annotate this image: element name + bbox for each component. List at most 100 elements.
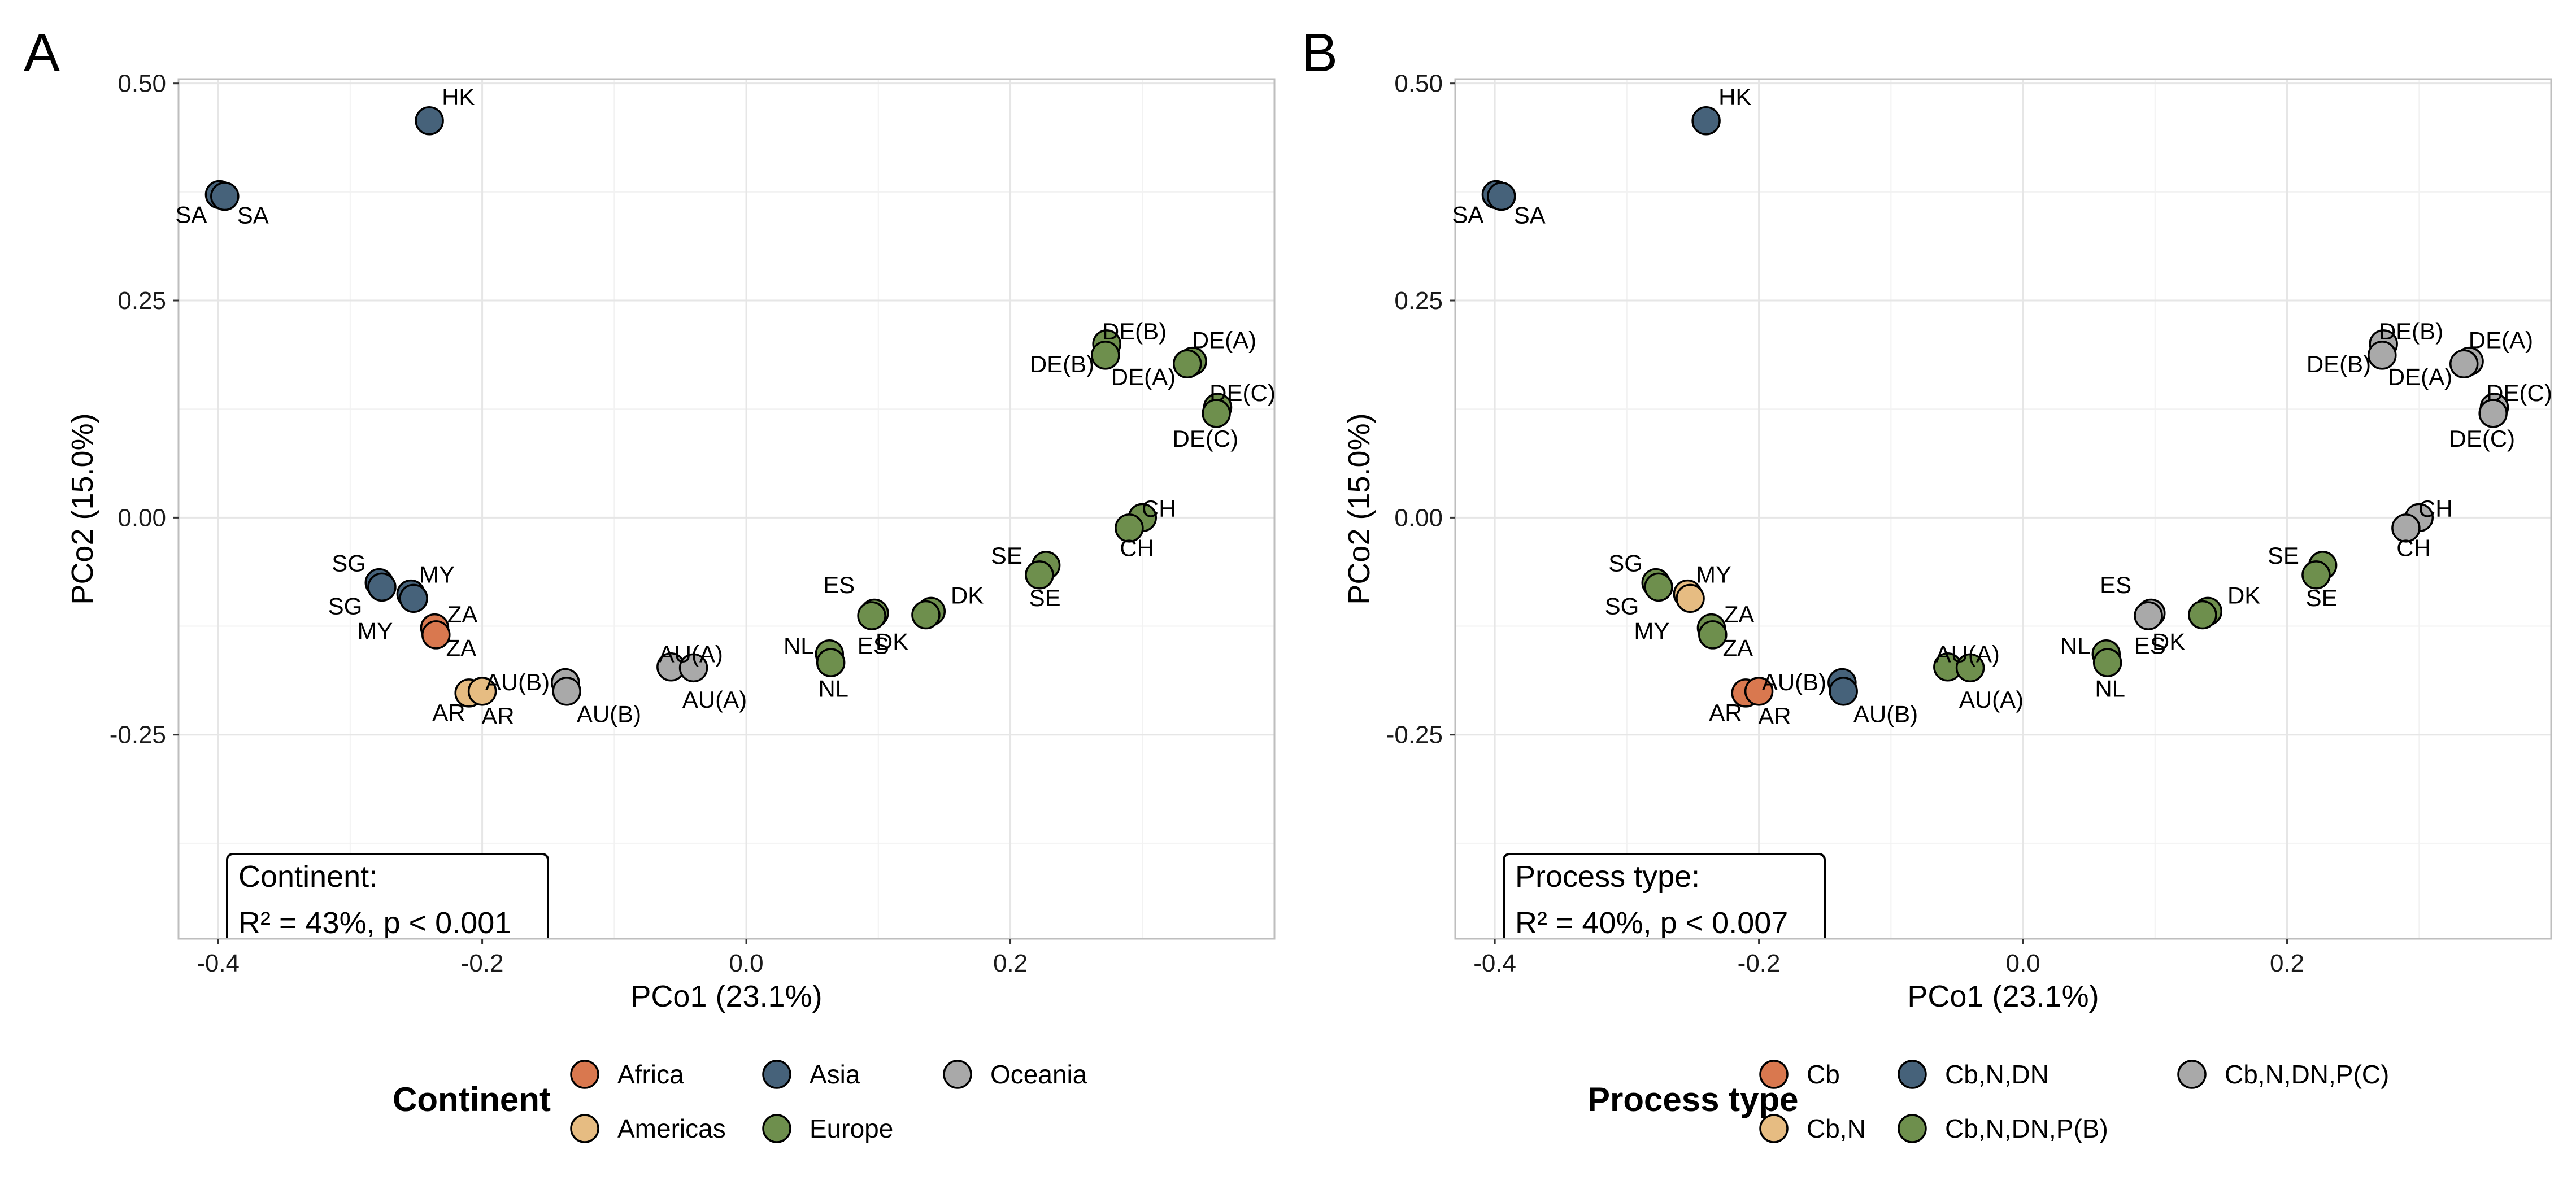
panel-b: B -0.4 -0.2 0.0 0.2 -0.25 0.00 0.25 0.50 PCo1 (23… [1302, 23, 2552, 1143]
legend-title: Continent [393, 1081, 551, 1118]
data-point [2301, 560, 2331, 590]
point-label: DK [876, 628, 908, 655]
point-label: AR [1709, 699, 1742, 726]
point-label: SG [328, 593, 363, 620]
legend-swatch [1759, 1114, 1789, 1143]
data-point [2188, 600, 2217, 630]
legend-swatch [1898, 1060, 1927, 1089]
point-label: ZA [1724, 601, 1755, 628]
data-point [2368, 341, 2397, 370]
point-label: CH [1120, 534, 1154, 561]
x-tick-label: 0.0 [2005, 950, 2040, 977]
data-point [399, 583, 428, 613]
plot-border [1454, 78, 2552, 940]
point-label: MY [357, 618, 393, 644]
point-label: DK [2227, 582, 2260, 609]
legend-swatch [570, 1114, 599, 1143]
point-label: DE(C) [2486, 380, 2552, 406]
point-label: MY [419, 561, 455, 587]
y-tick-label: -0.25 [1386, 721, 1443, 749]
data-point [816, 648, 846, 677]
data-points [1481, 106, 2509, 708]
point-label: CH [2396, 534, 2431, 561]
point-label: DE(B) [2379, 318, 2443, 345]
data-point [467, 677, 497, 706]
point-label: DE(A) [1111, 364, 1176, 390]
annotation-line-2: R² = 40%, p < 0.007 [1515, 906, 1788, 940]
point-label: AR [1758, 703, 1791, 729]
data-point [2092, 648, 2122, 677]
data-point [367, 572, 397, 602]
point-label: AU(B) [485, 669, 550, 695]
data-point [1698, 620, 1728, 650]
data-point [1115, 513, 1144, 543]
point-label: SE [1029, 585, 1061, 611]
data-point [415, 106, 444, 136]
x-tick-label: 0.2 [993, 950, 1028, 977]
legend-item-label: Cb,N [1807, 1114, 1866, 1143]
point-label: AU(B) [577, 700, 641, 727]
point-label: ZA [1722, 635, 1753, 661]
legend-swatch [1759, 1060, 1789, 1089]
point-label: SA [1452, 201, 1483, 228]
annotation-box: Process type: R² = 40%, p < 0.007 [1503, 853, 1826, 940]
point-label: SE [2268, 542, 2299, 569]
point-label: ZA [447, 601, 478, 628]
point-label: CH [2418, 495, 2453, 522]
y-tick-label: 0.25 [118, 287, 166, 315]
x-tick-label: -0.4 [197, 950, 240, 977]
data-point [1487, 181, 1516, 211]
point-label: ES [823, 572, 855, 598]
legend-title: Process type [1587, 1081, 1799, 1118]
x-tick-label: 0.2 [2270, 950, 2304, 977]
point-label: SA [1514, 202, 1546, 229]
panel-a: A -0.4 -0.2 0.0 0.2 -0.25 0.00 0.25 0.50 PCo1 (23… [24, 23, 1276, 1143]
legend-item-label: Cb [1807, 1060, 1840, 1089]
point-label: NL [784, 633, 814, 659]
data-point [1644, 572, 1673, 602]
point-label: AU(A) [1935, 641, 2000, 667]
legend: Process type Cb Cb,N Cb,N,DN Cb,N,DN,P(B) Cb,… [1587, 1060, 2389, 1143]
point-label: HK [1718, 84, 1751, 110]
point-label: AR [432, 699, 465, 726]
point-label: ZA [446, 635, 476, 661]
y-tick-label: 0.50 [1394, 70, 1443, 98]
point-label: DE(B) [1102, 318, 1167, 345]
point-label: AU(A) [682, 686, 747, 713]
legend-item-label: Americas [617, 1114, 726, 1143]
data-point [1676, 583, 1705, 613]
legend-item-label: Africa [617, 1060, 684, 1089]
data-point [1744, 677, 1774, 706]
point-label: DE(A) [1192, 326, 1256, 353]
point-label: DE(B) [2307, 351, 2371, 377]
point-label: AR [481, 703, 514, 729]
point-label: ES [2100, 572, 2131, 598]
annotation-line-1: Process type: [1515, 860, 1700, 894]
data-point [2478, 399, 2508, 428]
data-point [1025, 560, 1054, 590]
point-label: SE [991, 542, 1022, 569]
point-label: DE(A) [2388, 364, 2452, 390]
data-point [2134, 601, 2163, 630]
plot-border [177, 78, 1276, 940]
data-point [1202, 399, 1231, 428]
point-label: NL [2060, 633, 2091, 659]
point-label: DE(C) [2449, 425, 2515, 452]
data-point [2449, 349, 2479, 379]
legend-swatch [943, 1060, 972, 1089]
data-point [1955, 653, 1985, 683]
y-tick-label: 0.50 [118, 70, 166, 98]
point-label: SG [1608, 550, 1643, 576]
data-point [1829, 677, 1858, 706]
data-point [678, 653, 708, 683]
point-label: SG [332, 550, 366, 576]
point-label: DE(C) [1209, 380, 1276, 406]
annotation-line-1: Continent: [238, 860, 377, 894]
y-tick-label: 0.00 [1394, 504, 1443, 532]
legend-swatch [2177, 1060, 2207, 1089]
data-points [204, 106, 1233, 708]
data-point [1172, 349, 1202, 379]
point-label: DE(B) [1030, 351, 1094, 377]
point-label: AU(B) [1762, 669, 1826, 695]
